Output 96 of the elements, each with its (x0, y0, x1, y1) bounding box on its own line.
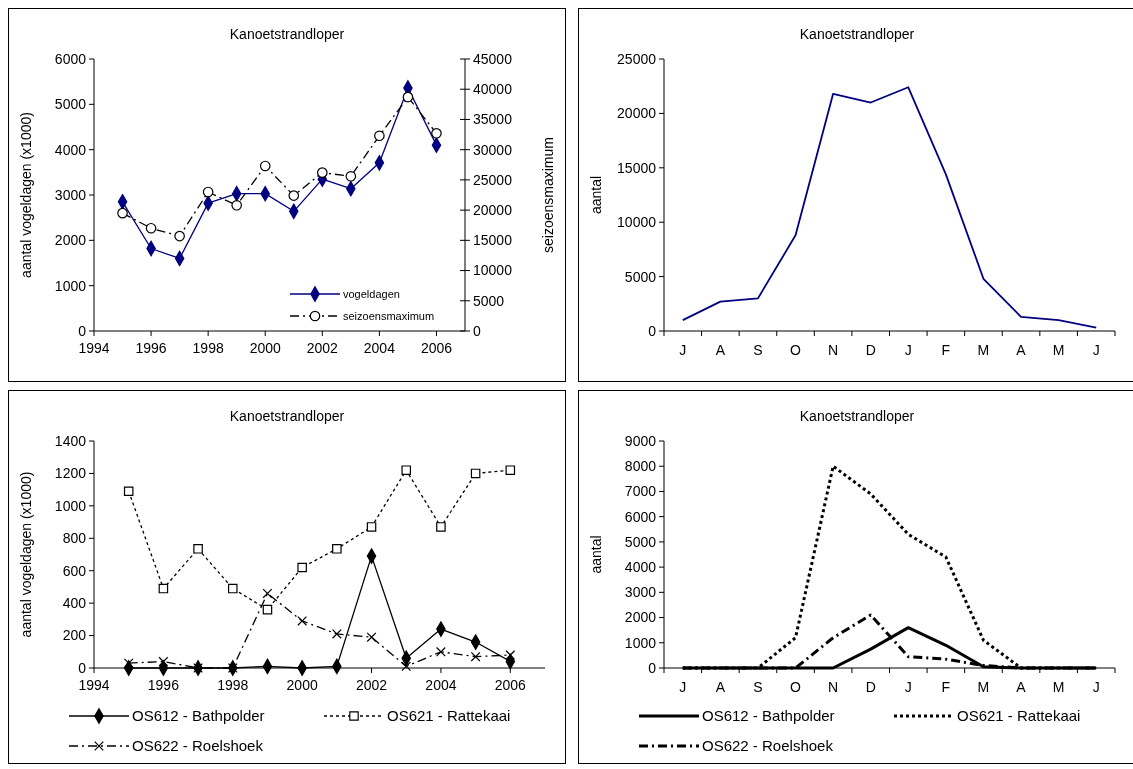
legend-label: OS622 - Roelshoek (132, 737, 264, 755)
y2-tick-label: 25000 (473, 171, 513, 188)
x-tick-label: J (904, 679, 912, 695)
x-tick-label: 2004 (363, 340, 396, 356)
x-tick-label: 2006 (494, 677, 527, 693)
x-tick-label: 1998 (192, 340, 224, 356)
y-tick-label: 5000 (624, 533, 657, 550)
x-tick-label: A (715, 679, 726, 695)
x-tick-label: M (977, 679, 990, 695)
x-tick-label: 2000 (249, 340, 282, 356)
x-tick-label: 2002 (355, 677, 388, 693)
x-tick-label: J (904, 342, 912, 358)
y-tick-label: 2000 (54, 232, 87, 249)
legend-label: OS612 - Bathpolder (702, 707, 835, 725)
y2-tick-label: 0 (473, 322, 481, 339)
y-tick-label: 0 (648, 659, 657, 676)
y2-tick-label: 30000 (473, 141, 513, 158)
y-tick-label: 7000 (624, 483, 657, 500)
y-axis-title: aantal (588, 175, 604, 215)
y-tick-label: 3000 (624, 584, 657, 601)
x-tick-label: D (865, 342, 876, 358)
y-tick-label: 5000 (54, 96, 87, 113)
y-tick-label: 10000 (617, 214, 657, 231)
y-tick-label: 6000 (54, 50, 87, 67)
y-tick-label: 1000 (54, 497, 87, 514)
x-tick-label: M (1052, 342, 1065, 358)
x-tick-label: M (977, 342, 990, 358)
y-tick-label: 8000 (624, 458, 657, 475)
x-tick-label: N (828, 679, 839, 695)
x-tick-label: F (941, 342, 951, 358)
x-tick-label: J (679, 342, 687, 358)
x-tick-label: 2006 (420, 340, 453, 356)
y-tick-label: 3000 (54, 186, 87, 203)
y-tick-label: 0 (78, 322, 87, 339)
y-tick-label: 9000 (624, 432, 657, 449)
x-tick-label: 1994 (78, 340, 110, 356)
legend-label: seizoensmaximum (343, 309, 435, 322)
y2-tick-label: 20000 (473, 202, 513, 219)
x-tick-label: 1996 (135, 340, 167, 356)
y2-tick-label: 5000 (473, 292, 505, 309)
y-tick-label: 5000 (624, 268, 657, 285)
legend-label: OS621 - Rattekaai (387, 707, 511, 725)
y-tick-label: 0 (648, 322, 657, 339)
y-tick-label: 200 (62, 627, 87, 644)
x-tick-label: D (865, 679, 876, 695)
chart-title: Kanoetstrandloper (229, 408, 345, 424)
x-tick-label: 1996 (147, 677, 180, 693)
y-tick-label: 1000 (54, 277, 87, 294)
x-tick-label: N (828, 342, 839, 358)
y-tick-label: 15000 (617, 159, 657, 176)
x-tick-label: J (679, 679, 687, 695)
x-tick-label: A (715, 342, 726, 358)
legend-label: OS622 - Roelshoek (702, 737, 834, 755)
y-axis-title: aantal vogeldagen (x1000) (18, 471, 34, 638)
y-tick-label: 1200 (54, 465, 87, 482)
y-tick-label: 800 (62, 530, 87, 547)
y-tick-label: 1400 (54, 432, 87, 449)
y-axis-title: aantal (588, 535, 604, 574)
legend-label: OS612 - Bathpolder (132, 707, 265, 725)
chart-title: Kanoetstrandloper (799, 26, 915, 42)
x-tick-label: 2004 (425, 677, 457, 693)
x-tick-label: S (753, 679, 763, 695)
y2-tick-label: 15000 (473, 232, 513, 249)
x-tick-label: S (753, 342, 763, 358)
y-tick-label: 2000 (624, 609, 657, 626)
y-tick-label: 400 (62, 595, 87, 612)
y-tick-label: 25000 (617, 50, 657, 67)
y-tick-label: 600 (62, 562, 87, 579)
x-tick-label: J (1092, 342, 1100, 358)
y-tick-label: 4000 (54, 141, 87, 158)
x-tick-label: 1994 (78, 677, 110, 693)
y-tick-label: 0 (78, 659, 87, 676)
chart-title: Kanoetstrandloper (799, 408, 915, 424)
x-tick-label: J (1092, 679, 1100, 695)
legend-label: vogeldagen (343, 287, 400, 300)
y-tick-label: 6000 (624, 508, 657, 525)
y2-tick-label: 45000 (473, 50, 513, 67)
x-tick-label: 2000 (286, 677, 318, 693)
y2-tick-label: 35000 (473, 111, 513, 128)
y2-tick-label: 40000 (473, 81, 513, 98)
y-axis-title: aantal vogeldagen (x1000) (18, 112, 34, 278)
x-tick-label: 2002 (306, 340, 339, 356)
y2-axis-title: seizoensmaximum (540, 137, 556, 253)
y-tick-label: 20000 (617, 105, 657, 122)
y-tick-label: 1000 (624, 634, 657, 651)
chart-title: Kanoetstrandloper (229, 26, 345, 42)
legend-label: OS621 - Rattekaai (957, 707, 1081, 725)
y-tick-label: 4000 (624, 559, 657, 576)
x-tick-label: M (1052, 679, 1065, 695)
x-tick-label: O (790, 679, 802, 695)
x-tick-label: 1998 (217, 677, 249, 693)
x-tick-label: F (941, 679, 951, 695)
x-tick-label: A (1016, 679, 1027, 695)
x-tick-label: A (1016, 342, 1027, 358)
x-tick-label: O (790, 342, 802, 358)
y2-tick-label: 10000 (473, 262, 513, 279)
